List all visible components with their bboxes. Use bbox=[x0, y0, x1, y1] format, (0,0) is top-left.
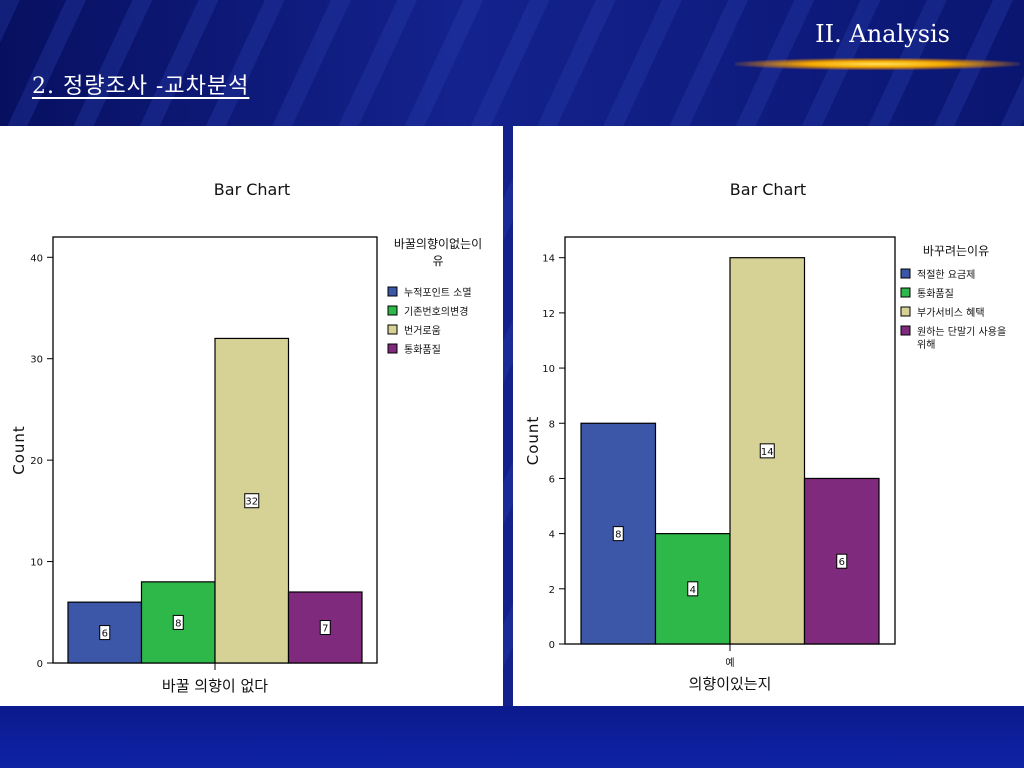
data-label: 6 bbox=[839, 557, 845, 568]
data-label-box bbox=[99, 625, 111, 641]
legend-swatch bbox=[387, 324, 398, 335]
legend-label: 부가서비스 혜택 bbox=[917, 307, 985, 319]
data-label-box bbox=[319, 620, 331, 635]
data-label-box bbox=[244, 493, 260, 509]
y-axis-label: Count bbox=[10, 425, 28, 475]
legend-label: 기존번호의변경 bbox=[404, 305, 468, 318]
legend-swatch bbox=[387, 305, 398, 316]
legend-label: 번거로움 bbox=[404, 325, 441, 337]
legend-swatch bbox=[900, 325, 911, 336]
y-tick-label: 0 bbox=[37, 659, 43, 670]
legend-swatch bbox=[387, 286, 398, 297]
chart-title: Bar Chart bbox=[214, 180, 290, 199]
x-axis-label: 의향이있는지 bbox=[689, 675, 772, 693]
y-tick-label: 0 bbox=[549, 640, 555, 651]
legend-label: 통화품질 bbox=[404, 344, 441, 356]
data-label-box bbox=[172, 614, 184, 630]
y-tick-label: 10 bbox=[30, 558, 43, 569]
legend-label-continued: 위해 bbox=[917, 338, 935, 351]
legend-swatch bbox=[900, 287, 911, 298]
data-label: 7 bbox=[322, 624, 328, 635]
x-tick-label: 예 bbox=[725, 657, 734, 669]
gold-accent-line bbox=[735, 58, 1020, 70]
y-tick-label: 12 bbox=[542, 309, 555, 320]
legend-swatch bbox=[900, 268, 911, 279]
y-tick-label: 10 bbox=[542, 364, 555, 375]
chart-title: Bar Chart bbox=[730, 180, 806, 199]
legend-swatch bbox=[387, 343, 398, 354]
data-label-box bbox=[759, 443, 775, 459]
data-label: 6 bbox=[102, 629, 108, 640]
data-label: 8 bbox=[175, 618, 181, 629]
data-label-box bbox=[687, 581, 699, 597]
data-label: 32 bbox=[245, 497, 258, 508]
data-label-box bbox=[612, 526, 624, 542]
legend-title-continued: 유 bbox=[432, 254, 443, 268]
legend-title: 바꾸려는이유 bbox=[923, 244, 989, 258]
legend-title: 바꿀의향이없는이 bbox=[394, 237, 482, 251]
legend-label: 누적포인트 소멸 bbox=[404, 287, 472, 299]
legend-swatch bbox=[900, 306, 911, 317]
section-title: II. Analysis bbox=[815, 20, 950, 48]
legend-label: 통화품질 bbox=[917, 288, 954, 300]
y-tick-label: 8 bbox=[549, 419, 555, 430]
y-tick-label: 4 bbox=[549, 530, 555, 541]
y-tick-label: 6 bbox=[549, 474, 555, 485]
legend-label: 원하는 단말기 사용을 bbox=[917, 325, 1006, 338]
y-tick-label: 2 bbox=[549, 585, 555, 596]
y-tick-label: 14 bbox=[542, 254, 555, 265]
data-label: 14 bbox=[761, 447, 774, 458]
data-label: 4 bbox=[690, 585, 696, 596]
legend-label: 적절한 요금제 bbox=[917, 268, 975, 281]
slide-title: 2. 정량조사 -교차분석 bbox=[32, 74, 250, 99]
y-tick-label: 20 bbox=[30, 456, 43, 467]
x-axis-label: 바꿀 의향이 없다 bbox=[162, 677, 268, 695]
bar-chart-left: Bar Chart 0 10 20 30 40 Count 6 8 32 7 바꿀 의향이 없다 바꿀의… bbox=[10, 180, 482, 695]
footer-bar bbox=[0, 706, 1024, 768]
y-tick-label: 40 bbox=[30, 253, 43, 264]
data-label-box bbox=[836, 553, 848, 569]
bar bbox=[803, 477, 880, 645]
y-tick-label: 30 bbox=[30, 355, 43, 366]
chart-panel-left: Bar Chart 0 10 20 30 40 Count 6 8 32 7 바꿀 의향이 없다 바꿀의… bbox=[0, 126, 503, 706]
y-axis-label: Count bbox=[524, 416, 542, 466]
data-label: 8 bbox=[615, 530, 621, 541]
